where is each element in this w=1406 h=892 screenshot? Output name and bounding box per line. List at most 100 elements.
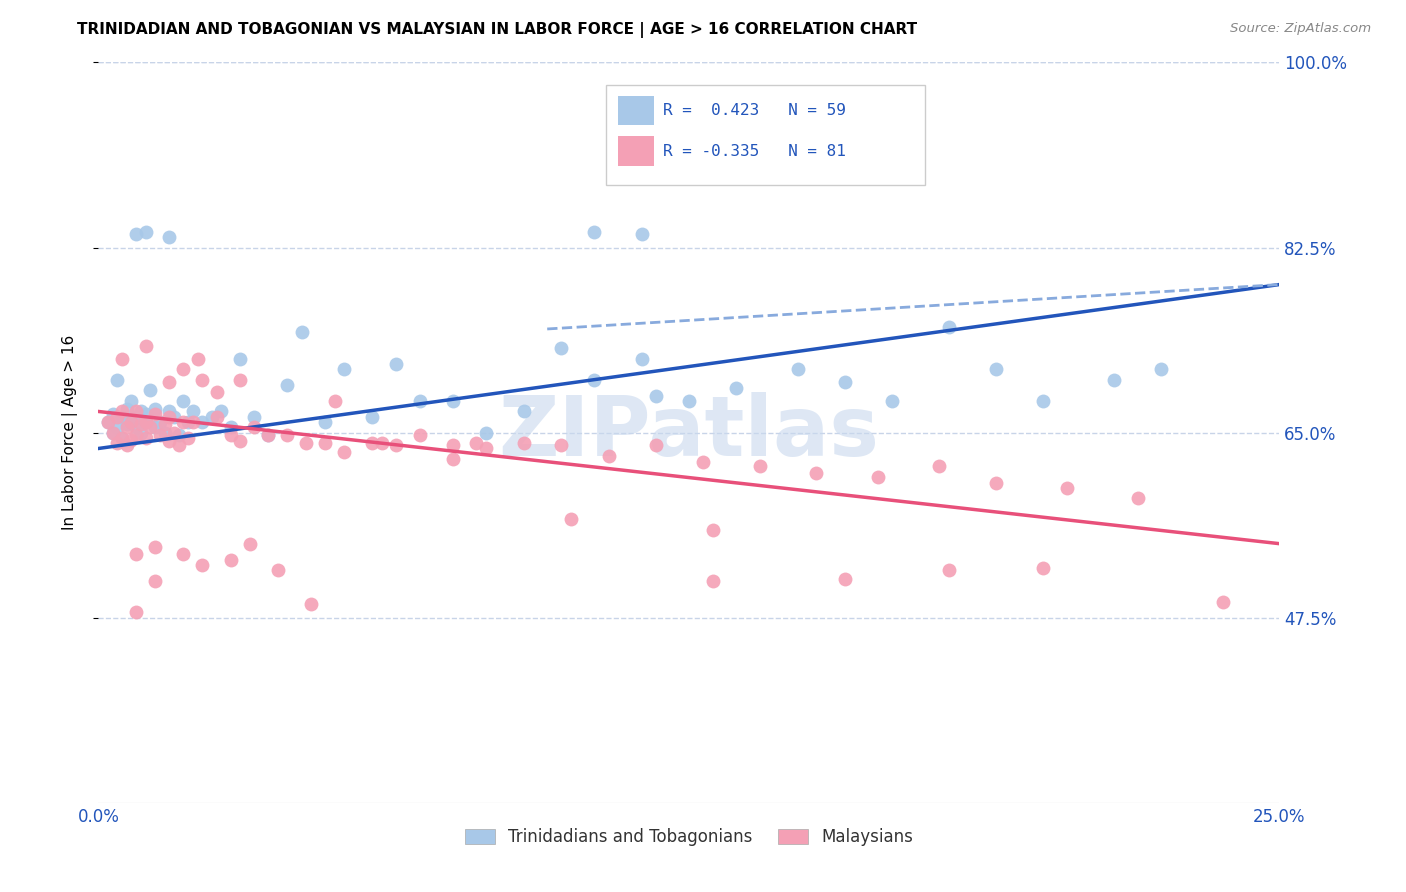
Text: Source: ZipAtlas.com: Source: ZipAtlas.com [1230,22,1371,36]
Point [125,427,148,442]
Point [143,407,166,421]
Point [157,230,180,244]
Point [644,388,666,402]
Point [157,434,180,448]
Text: R =  0.423   N = 59: R = 0.423 N = 59 [664,103,846,118]
Point [276,378,298,392]
Text: R = -0.335   N = 81: R = -0.335 N = 81 [664,144,846,159]
Point [111,431,134,445]
Point [299,597,322,611]
Point [880,393,903,408]
Point [177,431,200,445]
Point [187,351,209,366]
Point [191,373,214,387]
Point [1032,393,1054,408]
Point [938,319,960,334]
Point [806,466,828,480]
Point [644,438,666,452]
Point [163,409,186,424]
Point [172,547,194,561]
Point [139,384,162,398]
Bar [619,95,654,126]
Point [143,402,166,417]
Point [938,563,960,577]
Point [125,227,148,241]
Point [172,393,194,408]
Point [115,438,138,452]
Point [149,415,172,429]
Point [191,558,214,572]
Point [385,357,408,371]
Point [163,425,186,440]
Point [172,415,194,429]
Point [834,572,856,586]
Point [1032,561,1054,575]
Point [201,409,224,424]
Point [157,409,180,424]
FancyBboxPatch shape [606,85,925,185]
Point [786,362,808,376]
Point [101,407,124,421]
Point [177,415,200,429]
Point [172,362,194,376]
Point [550,341,572,355]
Point [125,420,148,434]
Point [465,436,488,450]
Point [702,574,724,588]
Point [121,415,143,429]
Point [153,425,176,440]
Point [219,552,242,566]
Point [105,420,128,434]
Point [129,404,152,418]
Point [441,438,464,452]
Point [97,415,120,429]
Text: ZIPatlas: ZIPatlas [499,392,879,473]
Point [139,420,162,434]
Point [135,225,157,239]
Point [125,404,148,418]
Point [229,434,252,448]
Point [229,373,252,387]
Point [125,606,148,620]
Point [475,442,498,456]
Point [239,536,262,550]
Point [630,351,652,366]
Point [512,404,534,418]
Point [257,427,280,442]
Point [205,385,228,400]
Text: TRINIDADIAN AND TOBAGONIAN VS MALAYSIAN IN LABOR FORCE | AGE > 16 CORRELATION CH: TRINIDADIAN AND TOBAGONIAN VS MALAYSIAN … [77,22,918,38]
Point [121,393,143,408]
Point [111,409,134,424]
Point [323,393,346,408]
Point [361,436,384,450]
Point [125,409,148,424]
Point [105,409,128,424]
Point [408,393,430,408]
Point [333,362,356,376]
Point [105,436,128,450]
Point [1126,491,1149,506]
Y-axis label: In Labor Force | Age > 16: In Labor Force | Age > 16 [62,335,77,530]
Point [143,574,166,588]
Point [209,404,232,418]
Point [314,415,336,429]
Point [101,425,124,440]
Point [115,402,138,417]
Point [105,373,128,387]
Point [290,325,312,339]
Point [143,420,166,434]
Point [167,438,190,452]
Point [866,470,889,484]
Point [157,404,180,418]
Point [181,415,204,429]
Point [157,375,180,389]
Point [1056,481,1078,495]
Point [725,381,748,395]
Bar [619,136,654,166]
Point [371,436,394,450]
Point [550,438,572,452]
Point [115,420,138,434]
Point [385,438,408,452]
Point [583,225,606,239]
Point [748,459,770,474]
